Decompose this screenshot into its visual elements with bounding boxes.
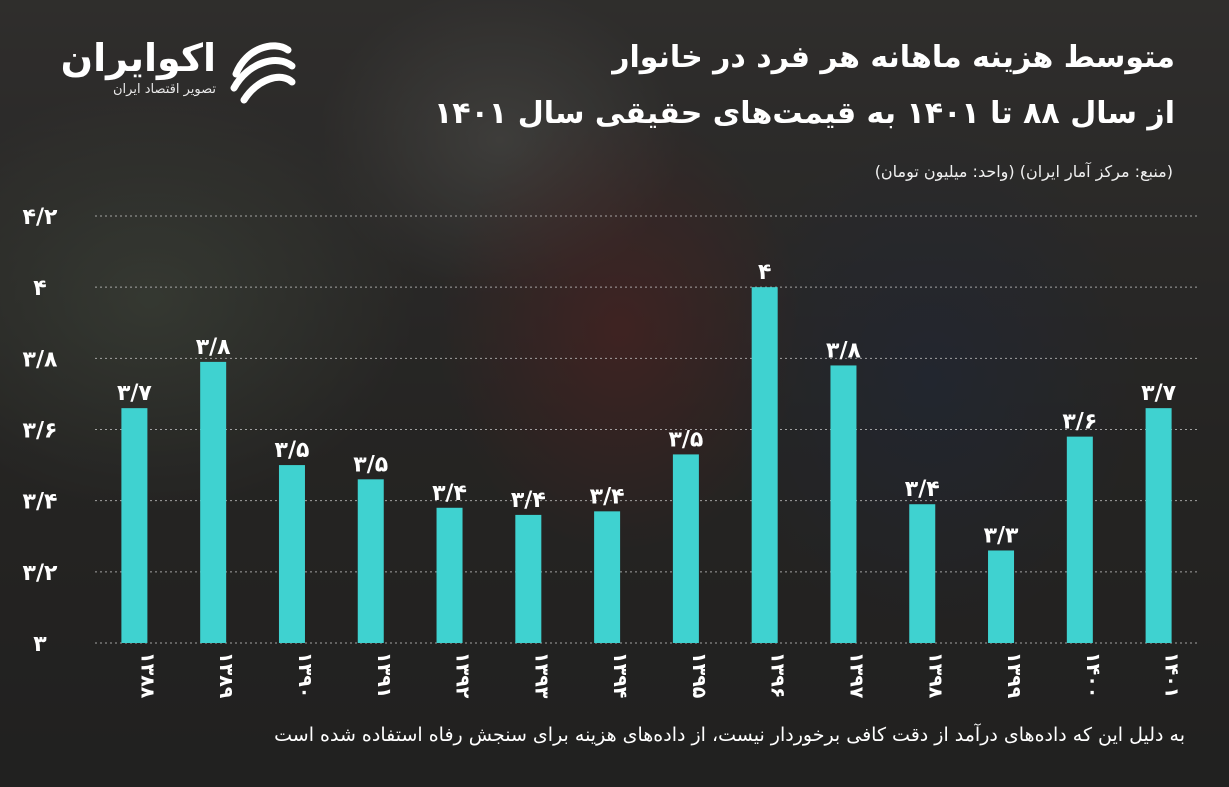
brand-logo: اکوایران تصویر اقتصاد ایران bbox=[46, 30, 306, 110]
x-tick-label: ۱۳۹۲ bbox=[452, 652, 474, 699]
brand-name: اکوایران bbox=[60, 36, 216, 80]
data-label: ۳/۴ bbox=[511, 488, 546, 513]
bar bbox=[830, 365, 857, 643]
x-tick-label: ۱۴۰۰ bbox=[1082, 652, 1104, 698]
bar bbox=[357, 479, 384, 643]
data-label: ۳/۸ bbox=[826, 338, 861, 363]
y-tick-label: ۳/۲ bbox=[23, 561, 58, 586]
bar bbox=[1066, 436, 1093, 643]
bar bbox=[1145, 408, 1172, 643]
x-tick-label: ۱۳۸۹ bbox=[215, 652, 237, 699]
data-label: ۳/۵ bbox=[668, 427, 703, 452]
y-tick-label: ۳/۸ bbox=[23, 347, 58, 372]
x-tick-label: ۱۳۹۶ bbox=[767, 652, 789, 698]
y-tick-label: ۳/۴ bbox=[23, 490, 58, 515]
y-tick-label: ۴/۲ bbox=[23, 205, 58, 230]
x-tick-label: ۱۳۹۱ bbox=[373, 652, 395, 698]
data-label: ۳/۴ bbox=[590, 484, 625, 509]
bar bbox=[594, 511, 621, 643]
x-tick-label: ۱۳۹۵ bbox=[688, 652, 710, 699]
data-label: ۳/۶ bbox=[1062, 410, 1097, 435]
x-tick-label: ۱۴۰۱ bbox=[1161, 652, 1183, 698]
brand-tagline: تصویر اقتصاد ایران bbox=[113, 82, 216, 97]
chart-title-line1: متوسط هزینه ماهانه هر فرد در خانوار bbox=[612, 40, 1175, 75]
bar bbox=[278, 465, 305, 643]
x-tick-label: ۱۳۸۸ bbox=[136, 652, 158, 699]
data-label: ۳/۷ bbox=[1141, 381, 1176, 406]
bar bbox=[436, 507, 463, 643]
y-tick-label: ۳/۶ bbox=[23, 419, 58, 444]
bar bbox=[200, 361, 227, 643]
data-label: ۳/۸ bbox=[196, 335, 231, 360]
data-label: ۳/۴ bbox=[432, 481, 467, 506]
x-tick-label: ۱۳۹۹ bbox=[1003, 652, 1025, 699]
chart-source-note: (منبع: مرکز آمار ایران) (واحد: میلیون تو… bbox=[874, 162, 1173, 181]
data-label: ۳/۳ bbox=[984, 523, 1019, 548]
bar bbox=[121, 408, 148, 643]
ecoiran-logo-icon bbox=[230, 42, 296, 104]
y-tick-label: ۳ bbox=[33, 632, 47, 657]
x-tick-label: ۱۳۹۸ bbox=[924, 652, 946, 699]
data-label: ۳/۷ bbox=[117, 381, 152, 406]
bar bbox=[672, 454, 699, 643]
data-label: ۳/۴ bbox=[905, 477, 940, 502]
bar bbox=[988, 550, 1015, 643]
x-tick-label: ۱۳۹۰ bbox=[294, 652, 316, 698]
data-label: ۳/۵ bbox=[275, 438, 310, 463]
data-label: ۴ bbox=[758, 260, 771, 285]
chart-title-line2: از سال ۸۸ تا ۱۴۰۱ به قیمت‌های حقیقی سال … bbox=[434, 96, 1175, 131]
footnote: به دلیل این که داده‌های درآمد از دقت کاف… bbox=[274, 724, 1185, 746]
bar bbox=[909, 504, 936, 643]
x-tick-label: ۱۳۹۳ bbox=[530, 652, 552, 699]
bar bbox=[515, 514, 542, 643]
x-tick-label: ۱۳۹۷ bbox=[845, 652, 867, 699]
data-label: ۳/۵ bbox=[353, 452, 388, 477]
bar bbox=[751, 287, 778, 643]
x-tick-label: ۱۳۹۴ bbox=[609, 652, 631, 698]
y-tick-label: ۴ bbox=[33, 276, 46, 301]
